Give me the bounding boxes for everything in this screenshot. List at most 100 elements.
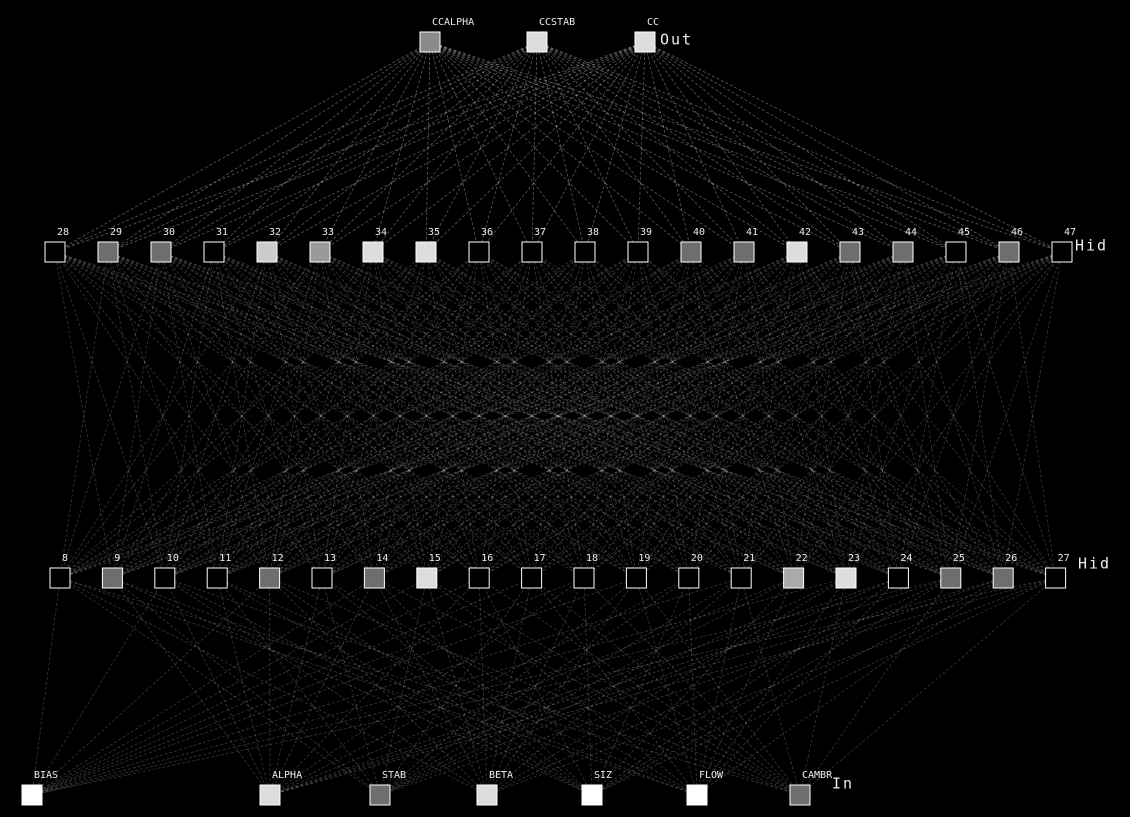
layer-label: In [832,775,854,793]
edge [426,251,798,579]
edge [743,251,952,579]
node [101,567,123,589]
edge [637,41,646,253]
edge [59,251,321,579]
edge [636,251,904,579]
edge [59,251,480,579]
edge [591,577,899,796]
node [1045,567,1067,589]
edge [213,251,899,579]
edge [478,577,801,796]
node-label: 46 [1011,227,1023,238]
edge [584,251,794,579]
edge [164,251,268,579]
edge [429,41,480,253]
node-label: 18 [586,553,598,564]
edge [478,41,538,253]
edge [213,251,585,579]
edge [372,251,742,579]
edge [591,577,1004,796]
edge [213,41,431,253]
edge [536,41,692,253]
node-label: 12 [272,553,284,564]
edge [319,251,690,579]
edge [637,251,1056,579]
edge [269,577,794,796]
edge [107,251,689,579]
edge [740,251,798,579]
node [839,241,861,263]
edge [636,577,801,796]
edge [688,251,1063,579]
edge [54,251,428,579]
edge [429,41,851,253]
node-label: 21 [743,553,755,564]
edge [531,251,952,579]
edge [321,251,427,579]
edge [429,41,798,253]
edge [898,251,1010,579]
edge [319,251,1056,579]
edge [269,251,639,579]
edge [584,251,1004,579]
edge [690,251,1056,579]
edge [269,251,692,579]
node-label: 20 [691,553,703,564]
edge [425,41,538,253]
edge [1002,251,1063,579]
edge [583,577,801,796]
edge [319,251,1004,579]
edge [379,577,532,796]
node-label: 47 [1064,227,1076,238]
edge [269,577,689,796]
edge [319,251,899,579]
edge [31,577,427,796]
edge [31,577,532,796]
edge [644,41,957,253]
node-label: 24 [900,553,912,564]
edge [688,251,798,579]
edge [266,251,794,579]
edge [59,251,798,579]
edge [429,41,904,253]
edge [266,251,690,579]
node-label: 36 [481,227,493,238]
edge [740,577,801,796]
node [1051,241,1073,263]
node [256,241,278,263]
edge [740,251,851,579]
node [526,31,548,53]
edge [583,251,851,579]
edge [688,251,745,579]
edge [112,251,1010,579]
edge [637,251,899,579]
node-label: 14 [376,553,388,564]
edge [112,577,593,796]
node-label: 42 [799,227,811,238]
edge [429,41,692,253]
edge [478,251,847,579]
edge [319,251,428,579]
edge [425,251,532,579]
edge [164,251,533,579]
edge [266,41,431,253]
node-label: 38 [587,227,599,238]
edge [319,251,375,579]
edge [213,251,637,579]
edge [426,251,480,579]
node-label: 33 [322,227,334,238]
edge [319,41,646,253]
edge [536,41,1063,253]
node-label: BETA [489,770,513,781]
edge [696,577,794,796]
edge [531,41,538,253]
edge [426,577,698,796]
edge [796,251,1004,579]
edge [54,251,794,579]
edge [269,251,480,579]
edge [688,251,957,579]
node [887,567,909,589]
edge [584,41,646,253]
edge [486,577,532,796]
